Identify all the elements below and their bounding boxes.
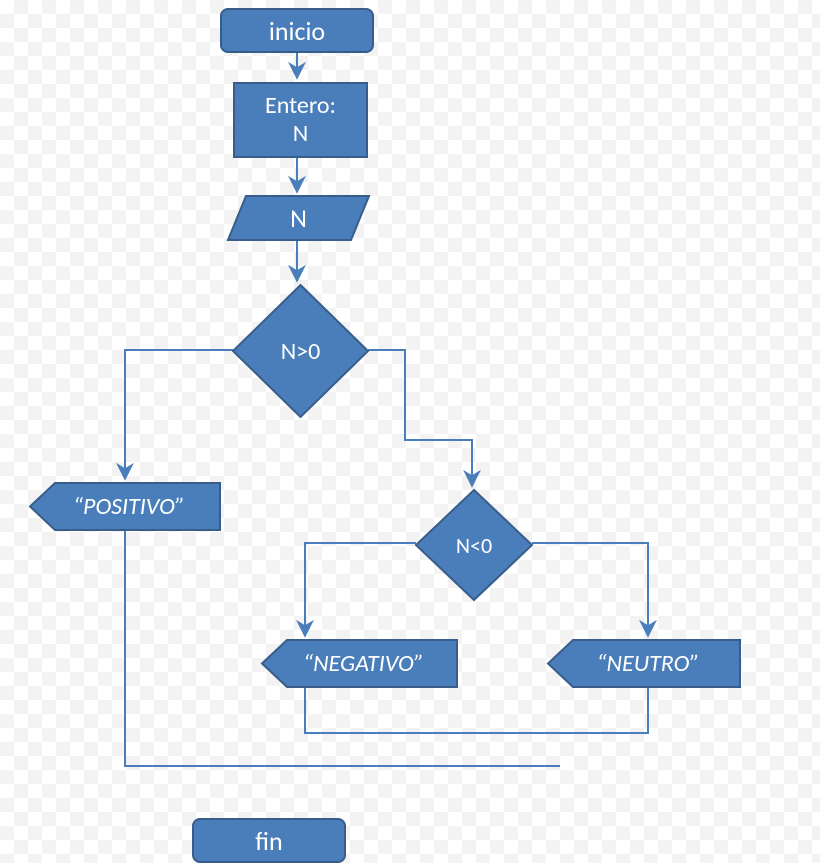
input-n-label: N [228,196,369,240]
decision-n-gt-0-label: N>0 [233,285,368,417]
decision-n-lt-0-label: N<0 [416,490,532,600]
display-neutro-label: “NEUTRO” [556,640,740,687]
display-positivo-label: “POSITIVO” [38,483,220,530]
terminator-start-label: inicio [269,15,325,47]
display-negativo-label: “NEGATIVO” [270,640,457,687]
process-declare: Entero: N [233,82,368,158]
flow-shapes [0,0,820,861]
terminator-start: inicio [220,8,374,53]
process-declare-label: Entero: N [265,92,336,147]
terminator-end: fin [192,818,346,863]
terminator-end-label: fin [255,825,282,857]
